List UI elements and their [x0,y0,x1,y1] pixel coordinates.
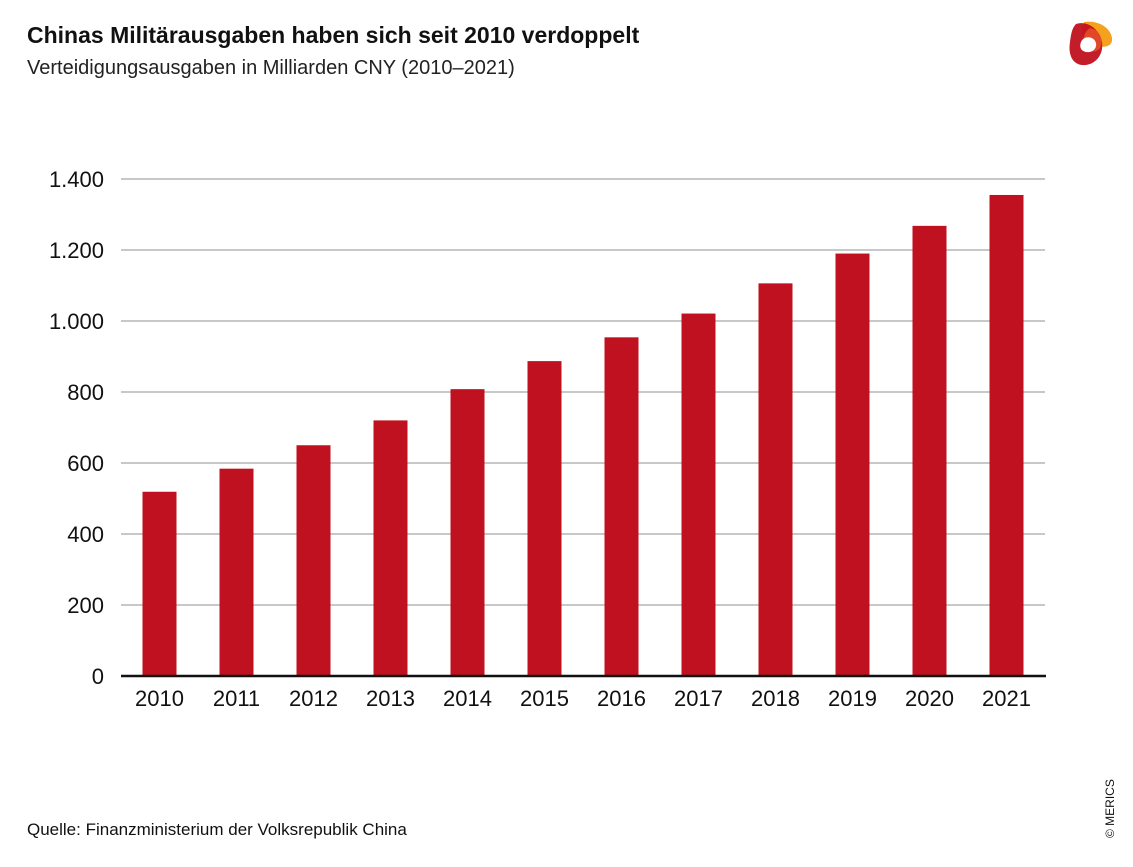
bar-2015 [527,361,562,676]
y-tick-label: 800 [67,380,104,405]
bar-2014 [450,389,485,676]
x-tick-label: 2019 [828,686,877,711]
y-axis-tick-labels: 0 200 400 600 800 1.000 1.200 1.400 [49,167,104,689]
bar-2010 [142,491,177,676]
bars [142,194,1024,677]
logo-white-shape [1080,37,1097,53]
y-tick-label: 200 [67,593,104,618]
x-tick-label: 2021 [982,686,1031,711]
x-tick-label: 2011 [213,686,260,711]
x-tick-label: 2013 [366,686,415,711]
bar-2012 [296,445,331,676]
y-tick-label: 400 [67,522,104,547]
y-tick-label: 1.000 [49,309,104,334]
source-note: Quelle: Finanzministerium der Volksrepub… [27,820,407,839]
y-tick-label: 0 [92,664,104,689]
chart-subtitle: Verteidigungsausgaben in Milliarden CNY … [27,57,515,79]
bar-2021 [989,194,1024,676]
bar-2019 [835,253,870,677]
bar-2018 [758,283,793,676]
y-tick-label: 1.400 [49,167,104,192]
x-tick-label: 2018 [751,686,800,711]
x-tick-label: 2014 [443,686,492,711]
merics-logo-icon [1069,21,1113,66]
chart-title: Chinas Militärausgaben haben sich seit 2… [27,22,640,48]
bar-2020 [912,225,947,677]
x-axis-tick-labels: 2010 2011 2012 2013 2014 2015 2016 2017 2018 2019… [135,686,1031,711]
x-tick-label: 2010 [135,686,184,711]
grid-lines [121,178,1045,606]
x-tick-label: 2017 [674,686,723,711]
x-tick-label: 2012 [289,686,338,711]
bar-2011 [219,468,254,676]
bar-2013 [373,420,408,676]
x-tick-label: 2016 [597,686,646,711]
y-tick-label: 1.200 [49,238,104,263]
x-tick-label: 2020 [905,686,954,711]
copyright-note: © MERICS [1103,779,1117,838]
bar-2017 [681,313,716,676]
y-tick-label: 600 [67,451,104,476]
bar-2016 [604,337,639,676]
x-tick-label: 2015 [520,686,569,711]
